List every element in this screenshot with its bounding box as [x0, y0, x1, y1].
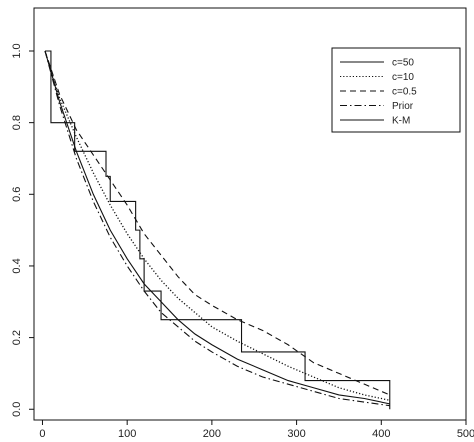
- x-tick-label: 100: [118, 428, 136, 440]
- series-line-c-10: [44, 50, 390, 401]
- x-tick-label: 0: [39, 428, 45, 440]
- x-tick-label: 400: [372, 428, 390, 440]
- series-layer: [44, 50, 391, 410]
- x-tick-label: 300: [287, 428, 305, 440]
- legend-label: K-M: [392, 116, 410, 127]
- series-line-k-m: [45, 50, 391, 410]
- series-line-prior: [44, 50, 390, 407]
- x-tick-label: 500: [457, 428, 474, 440]
- y-tick-label: 0.2: [11, 330, 23, 345]
- x-tick-label: 200: [203, 428, 221, 440]
- y-tick-label: 1.0: [11, 43, 23, 58]
- axis-ticks: 0 100 200 300 400 500 0.0 0.2 0.4 0.6 0.8 1.0: [11, 43, 474, 440]
- legend-label: c=50: [392, 58, 414, 69]
- y-tick-label: 0.4: [11, 258, 23, 273]
- legend-label: c=0.5: [392, 87, 417, 98]
- y-tick-label: 0.8: [11, 115, 23, 130]
- series-line-c-50: [44, 50, 390, 405]
- y-tick-label: 0.6: [11, 187, 23, 202]
- plot-frame: [33, 7, 467, 421]
- legend-label: Prior: [392, 101, 414, 112]
- series-line-c-0-5: [44, 50, 390, 396]
- y-tick-label: 0.0: [11, 402, 23, 417]
- legend-label: c=10: [392, 72, 414, 83]
- legend: c=50 c=10 c=0.5 Prior K-M: [331, 47, 461, 133]
